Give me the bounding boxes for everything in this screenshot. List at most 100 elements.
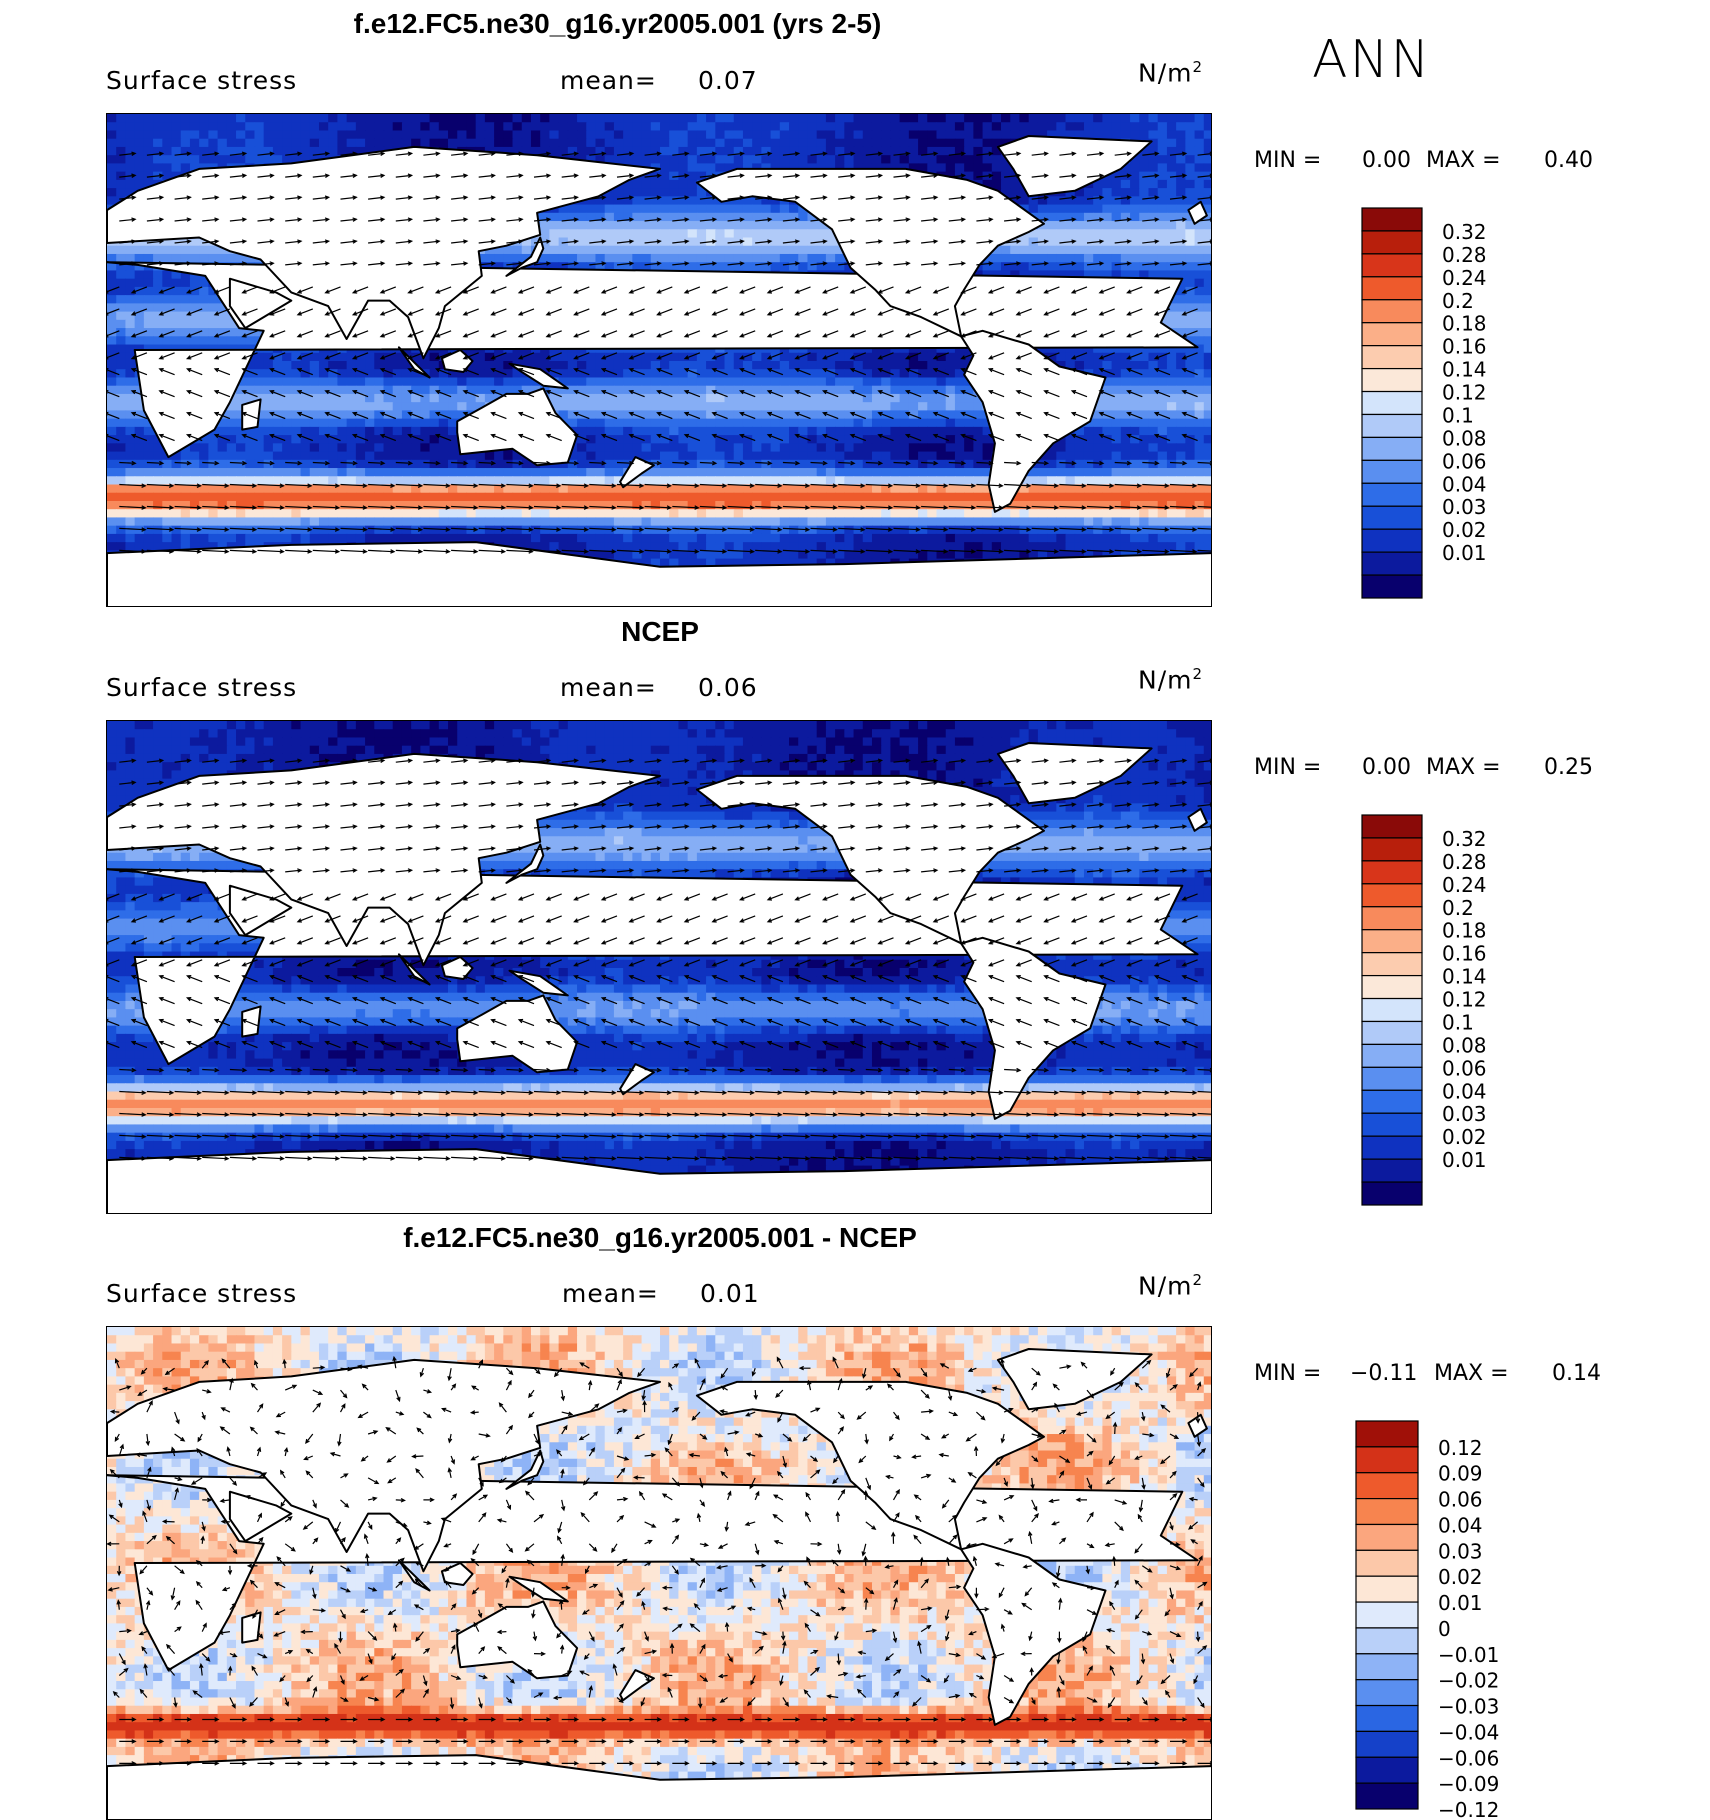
stress-vector (280, 1499, 286, 1508)
panel-1-max-value: 0.40 (1544, 148, 1593, 173)
stress-vector (865, 549, 894, 554)
stress-vector (449, 1697, 455, 1710)
stress-vector (1188, 1496, 1198, 1502)
stress-vector (302, 1521, 314, 1530)
stress-vector (312, 868, 331, 873)
stress-vector (810, 1469, 821, 1479)
stress-vector (340, 846, 358, 851)
stress-vector (285, 1134, 313, 1139)
stress-vector (116, 1599, 121, 1610)
stress-vector (1086, 1477, 1093, 1490)
stress-vector (368, 868, 386, 873)
stress-vector (838, 1761, 856, 1766)
stress-vector (250, 1382, 258, 1391)
stress-vector (683, 308, 701, 316)
stress-vector (1142, 824, 1160, 829)
stress-vector (1031, 1739, 1050, 1744)
stress-vector (669, 1642, 675, 1654)
stress-vector (534, 1761, 552, 1766)
stress-vector (158, 893, 175, 901)
stress-vector (727, 846, 745, 851)
stress-vector (1197, 151, 1211, 157)
stress-vector (196, 1447, 203, 1457)
stress-vector (865, 1112, 894, 1117)
stress-vector (434, 286, 452, 294)
stress-vector (119, 1156, 147, 1161)
stress-vector (921, 1761, 939, 1766)
stress-vector (1197, 802, 1211, 807)
stress-vector (1109, 1665, 1116, 1676)
stress-vector (782, 1433, 793, 1442)
stress-vector (877, 997, 894, 1005)
stress-vector (533, 824, 552, 829)
stress-vector (324, 1018, 341, 1027)
stress-vector (724, 1521, 729, 1532)
stress-vector (1030, 1477, 1035, 1490)
stress-vector (1142, 1112, 1170, 1117)
stress-vector (506, 217, 524, 222)
stress-vector (573, 893, 590, 901)
stress-vector (407, 352, 424, 360)
stress-vector (739, 959, 756, 967)
stress-vector (849, 433, 867, 442)
stress-vector (1059, 217, 1077, 222)
stress-vector (533, 1067, 552, 1073)
stress-vector (965, 1543, 977, 1548)
stress-vector (1126, 390, 1143, 398)
stress-vector (755, 483, 783, 488)
stress-vector (434, 975, 452, 983)
stress-vector (616, 217, 635, 222)
stress-vector (1086, 1609, 1098, 1615)
stress-vector (252, 1609, 259, 1620)
continents (107, 1348, 1211, 1819)
stress-vector (865, 261, 884, 266)
stress-vector (589, 195, 607, 200)
stress-vector (462, 286, 479, 294)
stress-vector (719, 1409, 728, 1414)
stress-vector (699, 549, 728, 554)
colorbar-swatch (1361, 906, 1423, 931)
stress-vector (921, 1409, 934, 1414)
stress-vector (1059, 1429, 1067, 1435)
stress-vector (588, 1447, 596, 1457)
stress-vector (146, 239, 165, 244)
stress-vector (998, 1587, 1005, 1599)
stress-vector (699, 239, 718, 244)
stress-vector (490, 352, 507, 360)
stress-vector (920, 1675, 932, 1683)
stress-vector (285, 505, 313, 510)
stress-vector (727, 483, 755, 488)
stress-vector (282, 1358, 287, 1369)
stress-vector (1059, 758, 1077, 764)
stress-vector (711, 433, 728, 442)
stress-vector (324, 893, 341, 901)
stress-vector (324, 352, 341, 360)
stress-vector (1031, 846, 1049, 851)
stress-vector (257, 780, 275, 786)
stress-vector (386, 1455, 397, 1463)
stress-vector (976, 846, 994, 851)
stress-vector (158, 997, 175, 1005)
stress-vector (505, 1697, 513, 1704)
stress-vector (161, 1519, 175, 1524)
stress-vector (269, 975, 286, 983)
stress-vector (434, 1018, 452, 1027)
stress-vector (683, 893, 701, 901)
stress-vector (711, 959, 728, 967)
stress-vector (672, 173, 690, 179)
stress-vector (368, 195, 386, 200)
stress-vector (738, 937, 756, 945)
stress-vector (1114, 505, 1143, 510)
stress-vector (1114, 1717, 1133, 1722)
stress-vector (395, 151, 414, 157)
stress-vector (893, 758, 911, 764)
stress-vector (738, 433, 756, 442)
stress-vector (1058, 1537, 1067, 1545)
stress-vector (1031, 1112, 1060, 1117)
stress-vector (838, 802, 856, 807)
stress-vector (921, 868, 939, 873)
stress-vector (498, 1402, 507, 1413)
stress-vector (976, 195, 994, 200)
stress-vector (296, 937, 314, 945)
stress-vector (395, 1521, 408, 1527)
